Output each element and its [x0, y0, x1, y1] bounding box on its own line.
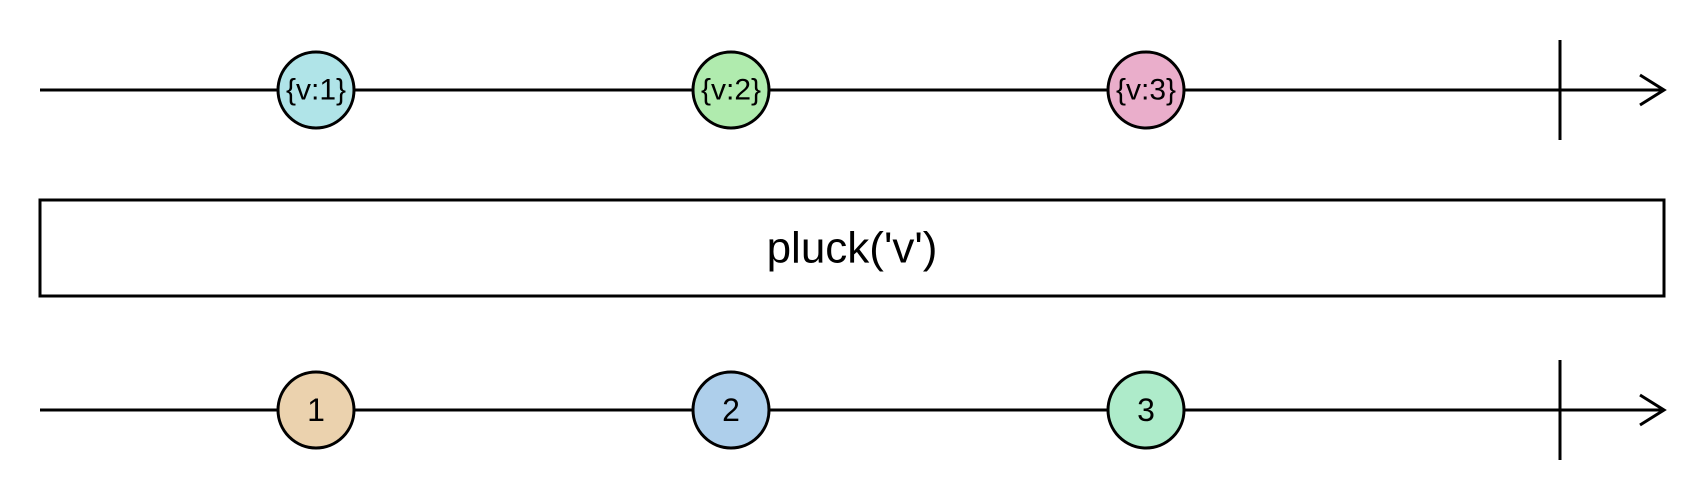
output-marble-3-label: 3	[1137, 392, 1155, 428]
output-timeline-arrow-icon	[1639, 393, 1667, 427]
input-marble-2: {v:2}	[691, 50, 771, 130]
input-marble-2-circle	[691, 50, 771, 130]
output-marble-1-label: 1	[307, 392, 325, 428]
input-marble-3: {v:3}	[1106, 50, 1186, 130]
output-marble-2-label: 2	[722, 392, 740, 428]
input-timeline-arrow-icon	[1639, 73, 1667, 107]
operator-label: pluck('v')	[767, 224, 938, 273]
operator: pluck('v')	[38, 198, 1666, 298]
output-marble-3-circle	[1106, 370, 1186, 450]
input-marble-1-label: {v:1}	[286, 74, 346, 107]
output-marble-2: 2	[691, 370, 771, 450]
output-marble-1: 1	[276, 370, 356, 450]
output-marble-2-circle	[691, 370, 771, 450]
input-marble-3-label: {v:3}	[1116, 74, 1176, 107]
input-marble-1: {v:1}	[276, 50, 356, 130]
input-marble-2-label: {v:2}	[701, 74, 761, 107]
input-marble-3-circle	[1106, 50, 1186, 130]
output-marble-3: 3	[1106, 370, 1186, 450]
input-timeline: {v:1} {v:2} {v:3}	[40, 40, 1667, 140]
output-marble-1-circle	[276, 370, 356, 450]
input-marble-1-circle	[276, 50, 356, 130]
operator-box	[38, 198, 1666, 298]
output-timeline: 1 2 3	[40, 360, 1667, 460]
